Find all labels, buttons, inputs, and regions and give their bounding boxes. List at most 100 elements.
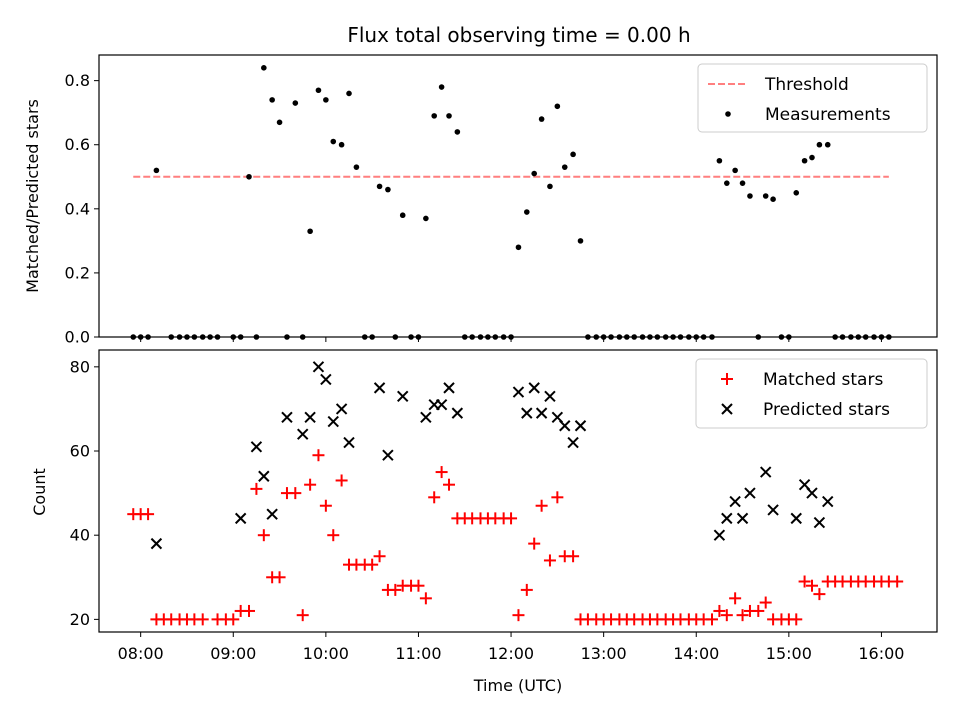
top-chart-y-ticks: 0.0 0.2 0.4 0.6 0.8 bbox=[65, 71, 99, 347]
measurement-point bbox=[323, 97, 329, 103]
bottom-chart-y-ticks: 20 40 60 80 bbox=[70, 357, 99, 629]
predicted-star-point bbox=[304, 411, 316, 424]
matched-star-point bbox=[798, 575, 811, 588]
predicted-star-point bbox=[335, 403, 348, 415]
bottom-x-tick-label: 10:00 bbox=[303, 644, 349, 663]
measurement-point bbox=[824, 141, 831, 148]
matched-star-point bbox=[273, 571, 286, 584]
predicted-star-point bbox=[806, 487, 818, 499]
top-chart-frame bbox=[98, 54, 938, 338]
predicted-star-point bbox=[312, 361, 325, 373]
predicted-star-point bbox=[397, 390, 409, 403]
matched-star-point bbox=[759, 596, 772, 609]
matched-star-point bbox=[319, 499, 332, 512]
matched-star-point bbox=[196, 613, 209, 626]
predicted-star-point bbox=[528, 382, 540, 394]
top-y-tick-label: 0.2 bbox=[65, 263, 90, 282]
matched-star-point bbox=[289, 487, 302, 500]
predicted-star-point bbox=[729, 495, 741, 508]
matched-star-point bbox=[805, 579, 818, 592]
bottom-chart-legend: Matched stars Predicted stars bbox=[695, 358, 928, 429]
measurement-point bbox=[153, 167, 160, 174]
matched-star-point bbox=[813, 588, 826, 601]
matched-star-point bbox=[528, 537, 541, 550]
top-y-tick-label: 0.6 bbox=[65, 135, 90, 154]
matched-star-point bbox=[505, 512, 518, 525]
matched-star-point bbox=[729, 592, 742, 605]
matched-star-point bbox=[312, 449, 325, 462]
predicted-star-point bbox=[559, 420, 571, 432]
measurement-point bbox=[307, 228, 313, 235]
measurement-point bbox=[793, 189, 800, 196]
matched-star-point bbox=[257, 529, 270, 542]
predicted-star-point bbox=[744, 487, 756, 499]
matched-star-point bbox=[412, 579, 425, 592]
measurement-point bbox=[762, 193, 769, 199]
bottom-chart-y-axis-label: Count bbox=[30, 468, 49, 516]
measurement-point bbox=[724, 180, 730, 186]
legend-measurements-label: Measurements bbox=[765, 105, 891, 125]
bottom-y-tick-label: 80 bbox=[70, 357, 90, 376]
predicted-star-point bbox=[736, 512, 749, 525]
predicted-star-point bbox=[297, 428, 309, 440]
measurement-point bbox=[330, 138, 337, 145]
measurement-point bbox=[423, 215, 429, 222]
measurement-point bbox=[385, 186, 391, 193]
legend-measurements-swatch bbox=[725, 111, 731, 117]
matched-star-point bbox=[428, 491, 441, 504]
legend-predicted-label: Predicted stars bbox=[763, 400, 890, 420]
predicted-star-point bbox=[327, 415, 339, 428]
measurement-point bbox=[816, 141, 823, 148]
matched-star-point bbox=[435, 466, 448, 479]
predicted-star-point bbox=[567, 436, 579, 449]
matched-star-point bbox=[335, 474, 348, 487]
top-chart-marks bbox=[130, 65, 892, 340]
matched-star-point bbox=[520, 583, 533, 596]
predicted-star-point bbox=[266, 508, 278, 520]
legend-matched-swatch bbox=[721, 373, 733, 385]
matched-star-point bbox=[720, 609, 733, 622]
measurement-point bbox=[716, 157, 723, 164]
measurement-point bbox=[561, 164, 568, 170]
predicted-star-point bbox=[759, 466, 772, 478]
bottom-y-tick-label: 60 bbox=[70, 442, 90, 461]
bottom-legend-box bbox=[695, 358, 928, 429]
predicted-star-point bbox=[281, 411, 293, 424]
matched-star-point bbox=[567, 550, 580, 563]
predicted-star-point bbox=[767, 504, 779, 516]
legend-matched-label: Matched stars bbox=[763, 370, 883, 390]
predicted-star-point bbox=[250, 441, 263, 453]
matched-star-point bbox=[373, 550, 386, 563]
matched-star-point bbox=[142, 508, 155, 521]
predicted-star-point bbox=[234, 512, 247, 525]
measurement-point bbox=[438, 84, 445, 90]
predicted-star-point bbox=[721, 512, 733, 525]
predicted-star-point bbox=[435, 399, 448, 411]
matched-star-point bbox=[736, 609, 749, 622]
measurement-point bbox=[292, 100, 299, 106]
measurement-point bbox=[538, 116, 545, 122]
measurement-point bbox=[346, 90, 352, 97]
measurement-point bbox=[431, 113, 438, 119]
matched-star-point bbox=[304, 478, 317, 491]
bottom-chart-frame bbox=[98, 349, 938, 633]
matched-star-point bbox=[327, 529, 340, 542]
measurement-point bbox=[523, 209, 530, 215]
matched-star-point bbox=[705, 613, 718, 626]
bottom-x-tick-label: 16:00 bbox=[858, 644, 904, 663]
measurement-point bbox=[770, 196, 776, 203]
measurement-point bbox=[801, 157, 808, 164]
measurement-point bbox=[446, 113, 452, 119]
predicted-star-point bbox=[343, 436, 355, 449]
bottom-x-tick-label: 11:00 bbox=[395, 644, 441, 663]
predicted-star-point bbox=[521, 407, 533, 419]
top-y-tick-label: 0.0 bbox=[65, 328, 90, 347]
measurement-point bbox=[246, 173, 252, 180]
predicted-star-point bbox=[813, 516, 826, 529]
matched-star-point bbox=[551, 491, 564, 504]
bottom-x-tick-label: 12:00 bbox=[488, 644, 534, 663]
measurement-point bbox=[399, 212, 406, 219]
predicted-star-point bbox=[382, 449, 394, 461]
top-chart-y-axis-label: Matched/Predicted stars bbox=[23, 99, 42, 293]
top-chart-legend: Threshold Measurements bbox=[697, 63, 928, 133]
